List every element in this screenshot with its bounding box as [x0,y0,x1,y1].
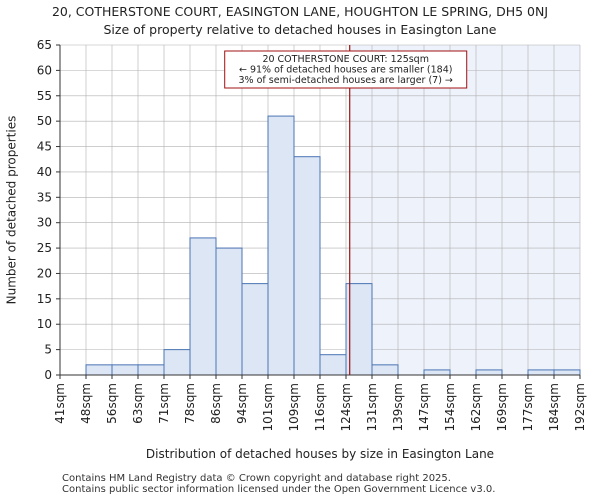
x-tick-label: 41sqm [53,383,67,424]
y-tick-label: 50 [37,114,52,128]
x-tick-label: 131sqm [365,383,379,431]
x-tick-label: 63sqm [131,383,145,424]
y-tick-label: 25 [37,241,52,255]
histogram-bar [345,283,373,376]
histogram-bar [241,283,269,376]
x-tick-label: 184sqm [547,383,561,431]
x-tick-label: 162sqm [469,383,483,431]
x-tick-label: 109sqm [287,383,301,431]
x-axis-label: Distribution of detached houses by size … [146,447,494,461]
y-tick-label: 65 [37,38,52,52]
y-tick-label: 15 [37,292,52,306]
histogram-bar [423,369,451,376]
histogram-bar [111,364,139,376]
annotation-box [224,50,468,89]
x-tick-label: 154sqm [443,383,457,431]
x-tick-label: 116sqm [313,383,327,431]
y-tick-label: 30 [37,216,52,230]
x-tick-label: 192sqm [573,383,587,431]
x-tick-label: 94sqm [235,383,249,424]
histogram-bar [293,156,321,376]
x-tick-label: 124sqm [339,383,353,431]
histogram-bar [267,115,295,376]
y-tick-label: 45 [37,140,52,154]
histogram-bar [163,349,191,376]
y-tick-label: 35 [37,190,52,204]
y-tick-label: 55 [37,89,52,103]
x-tick-label: 71sqm [157,383,171,424]
highlight-region [349,45,580,375]
histogram-bar [85,364,113,376]
x-tick-label: 56sqm [105,383,119,424]
histogram-bar [215,247,243,376]
footer-copyright: Contains HM Land Registry data © Crown c… [62,473,451,484]
y-axis-label: Number of detached properties [5,116,19,305]
annotation-larger-text: 3% of semi-detached houses are larger (7… [239,75,453,86]
histogram-chart: 0 5 10 15 20 25 30 35 40 45 50 55 60 65 41sqm 48sqm 56s… [5,38,588,461]
histogram-bar [319,354,347,376]
histogram-bar [553,369,581,376]
y-tick-label: 10 [37,317,52,331]
y-tick-label: 0 [44,368,52,382]
histogram-bar [137,364,165,376]
x-tick-label: 147sqm [417,383,431,431]
y-tick-label: 5 [44,343,52,357]
histogram-bar [475,369,503,376]
x-tick-label: 78sqm [183,383,197,424]
histogram-bar [189,237,217,376]
y-tick-label: 60 [37,63,52,77]
y-tick-label: 40 [37,165,52,179]
x-tick-label: 48sqm [79,383,93,424]
x-tick-label: 169sqm [495,383,509,431]
annotation-title: 20 COTHERSTONE COURT: 125sqm [262,54,429,65]
x-tick-label: 139sqm [391,383,405,431]
chart-subtitle: Size of property relative to detached ho… [103,22,497,37]
x-tick-label: 177sqm [521,383,535,431]
chart-title: 20, COTHERSTONE COURT, EASINGTON LANE, H… [51,4,549,19]
x-tick-label: 101sqm [261,383,275,431]
annotation-smaller-text: ← 91% of detached houses are smaller (18… [239,65,452,76]
y-tick-label: 20 [37,266,52,280]
x-tick-label: 86sqm [209,383,223,424]
histogram-bar [527,369,555,376]
histogram-bar [371,364,399,376]
footer-licence: Contains public sector information licen… [62,484,496,495]
